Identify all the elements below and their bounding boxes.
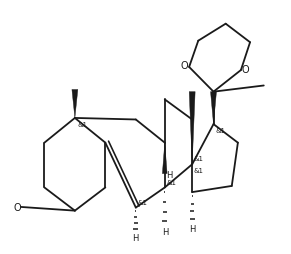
Text: &1: &1 <box>138 199 148 205</box>
Polygon shape <box>72 90 78 118</box>
Text: O: O <box>242 64 249 74</box>
Text: H: H <box>133 233 139 242</box>
Text: O: O <box>13 202 21 212</box>
Text: H: H <box>162 227 168 236</box>
Text: &1: &1 <box>194 155 204 161</box>
Text: &1: &1 <box>215 128 225 134</box>
Text: &1: &1 <box>194 168 204 173</box>
Polygon shape <box>211 92 217 125</box>
Text: O: O <box>181 61 189 71</box>
Text: H: H <box>189 224 195 233</box>
Text: H: H <box>166 170 172 179</box>
Text: &1: &1 <box>77 122 87 128</box>
Polygon shape <box>189 92 195 165</box>
Polygon shape <box>162 143 167 174</box>
Text: &1: &1 <box>166 179 177 185</box>
